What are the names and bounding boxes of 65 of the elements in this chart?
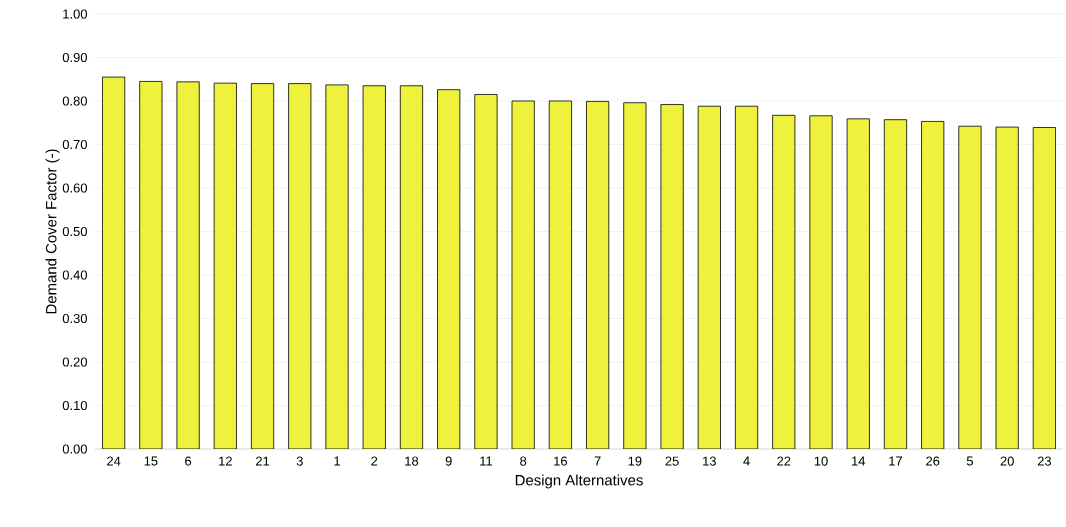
y-tick-label: 0.40: [62, 270, 87, 280]
x-tick-label: 21: [256, 456, 270, 466]
bar: [176, 81, 200, 449]
bar: [437, 89, 461, 449]
bar: [697, 105, 721, 449]
x-tick-label: 19: [628, 456, 642, 466]
y-tick-label: 0.00: [62, 444, 87, 454]
bar: [660, 104, 684, 449]
bar: [772, 114, 796, 449]
x-tick-label: 16: [554, 456, 568, 466]
x-tick-label: 24: [107, 456, 121, 466]
bar: [250, 83, 275, 449]
x-tick-label: 9: [445, 456, 452, 466]
bar: [325, 84, 349, 449]
bar: [809, 115, 833, 449]
x-tick-label: 23: [1037, 456, 1052, 466]
bar: [586, 101, 610, 449]
x-tick-label: 10: [814, 456, 828, 466]
y-tick-label: 0.70: [62, 139, 87, 150]
bar: [548, 100, 572, 449]
bar: [102, 76, 126, 449]
bar: [362, 85, 386, 449]
bar: [474, 94, 498, 449]
bar: [958, 125, 982, 449]
bar: [883, 119, 908, 449]
x-tick-label: 4: [743, 456, 750, 466]
x-tick-label: 14: [852, 456, 866, 466]
y-tick-label: 0.80: [62, 96, 87, 106]
y-tick-label: 0.30: [62, 313, 87, 324]
y-tick-label: 0.10: [62, 400, 87, 411]
x-tick-label: 5: [966, 456, 973, 466]
x-tick-label: 18: [405, 456, 419, 466]
y-axis-title: Demand Cover Factor (-): [45, 149, 60, 314]
bar: [846, 118, 870, 449]
y-tick-label: 0.60: [62, 183, 87, 193]
bar: [734, 105, 759, 449]
x-tick-label: 7: [594, 456, 601, 466]
x-tick-label: 17: [889, 456, 903, 466]
x-tick-label: 1: [334, 456, 340, 466]
bar: [399, 85, 424, 449]
bar: [213, 82, 237, 449]
bar: [511, 100, 535, 449]
x-tick-label: 12: [219, 456, 232, 466]
bar: [288, 83, 312, 449]
x-tick-label: 2: [371, 456, 378, 466]
x-tick-label: 26: [926, 456, 940, 466]
bar: [995, 126, 1019, 449]
x-tick-label: 13: [703, 456, 716, 466]
y-tick-label: 0.50: [62, 226, 87, 237]
x-tick-label: 20: [1000, 456, 1014, 466]
x-tick-label: 6: [185, 456, 192, 466]
x-tick-label: 22: [777, 456, 791, 466]
y-tick-label: 0.90: [62, 52, 87, 63]
x-tick-label: 3: [296, 456, 303, 466]
y-tick-label: 0.20: [62, 357, 87, 367]
x-tick-label: 8: [520, 456, 527, 466]
x-tick-label: 25: [665, 456, 679, 466]
x-axis-title: Design Alternatives: [515, 474, 643, 489]
bar: [139, 81, 163, 449]
x-tick-label: 15: [144, 456, 158, 466]
bar: [623, 102, 647, 449]
x-tick-label: 11: [480, 456, 493, 466]
bar: [921, 121, 945, 449]
y-tick-label: 1.00: [63, 9, 87, 19]
bar: [1032, 127, 1056, 449]
